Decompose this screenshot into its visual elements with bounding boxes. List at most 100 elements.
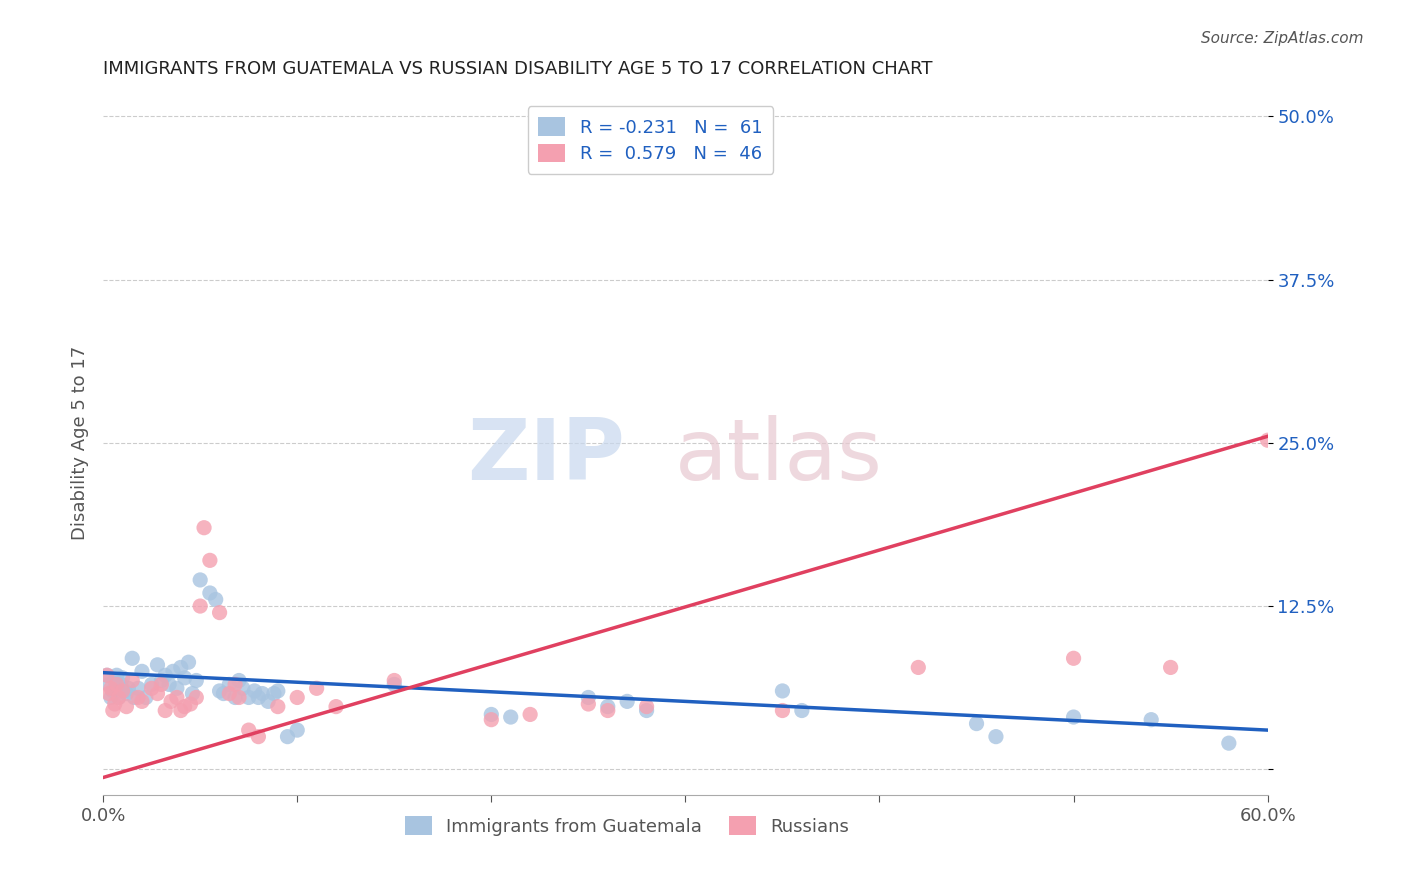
Point (576, 690, 599, 705)
Point (170, 660, 193, 674)
Point (966, 716, 988, 731)
Point (285, 690, 308, 705)
Point (105, 668, 128, 682)
Point (107, 690, 129, 705)
Point (135, 690, 157, 705)
Point (181, 687, 204, 701)
Point (121, 651, 143, 665)
Point (117, 681, 139, 696)
Point (160, 694, 183, 708)
Point (228, 690, 250, 705)
Point (263, 687, 285, 701)
Point (193, 521, 215, 535)
Point (232, 681, 254, 696)
Point (111, 684, 134, 698)
Point (907, 660, 929, 674)
Point (499, 710, 522, 724)
Point (212, 687, 235, 701)
Point (596, 699, 619, 714)
Point (104, 673, 127, 688)
Point (984, 730, 1007, 744)
Point (772, 704, 794, 718)
Point (224, 677, 246, 691)
Point (150, 673, 173, 688)
Point (107, 690, 129, 705)
Point (238, 690, 260, 705)
Legend: Immigrants from Guatemala, Russians: Immigrants from Guatemala, Russians (398, 809, 856, 843)
Point (150, 677, 173, 691)
Point (247, 730, 270, 744)
Point (155, 704, 177, 718)
Point (218, 677, 240, 691)
Point (479, 713, 502, 727)
Point (173, 671, 195, 685)
Point (238, 723, 260, 738)
Point (208, 606, 231, 620)
Text: ZIP: ZIP (467, 416, 624, 499)
Point (114, 684, 136, 698)
Point (173, 699, 195, 714)
Point (252, 687, 274, 701)
Point (101, 704, 124, 718)
Text: atlas: atlas (675, 416, 883, 499)
Point (305, 681, 328, 696)
Point (247, 690, 270, 705)
Point (188, 573, 211, 587)
Point (267, 684, 290, 698)
Point (382, 677, 405, 691)
Point (115, 687, 138, 701)
Point (146, 687, 169, 701)
Point (325, 699, 347, 714)
Point (204, 592, 226, 607)
Point (177, 655, 200, 669)
Point (127, 681, 149, 696)
Point (243, 684, 266, 698)
Point (382, 673, 405, 688)
Point (122, 690, 145, 705)
Point (1063, 651, 1085, 665)
Point (96, 668, 118, 682)
Point (127, 690, 149, 705)
Point (1063, 710, 1085, 724)
Point (228, 673, 250, 688)
Point (636, 704, 658, 718)
Point (97, 677, 120, 691)
Point (616, 694, 638, 708)
Point (1140, 713, 1163, 727)
Point (576, 697, 599, 711)
Point (100, 681, 122, 696)
Point (285, 723, 308, 738)
Text: Source: ZipAtlas.com: Source: ZipAtlas.com (1201, 31, 1364, 46)
Point (208, 684, 231, 698)
Point (218, 687, 240, 701)
Point (100, 690, 122, 705)
Point (188, 599, 211, 613)
Point (162, 665, 184, 679)
Point (101, 684, 124, 698)
Point (104, 697, 127, 711)
Point (97, 687, 120, 701)
Point (157, 677, 180, 691)
Point (170, 704, 193, 718)
Y-axis label: Disability Age 5 to 17: Disability Age 5 to 17 (72, 346, 89, 540)
Point (115, 699, 138, 714)
Point (166, 681, 188, 696)
Point (131, 665, 153, 679)
Point (198, 586, 221, 600)
Point (276, 730, 298, 744)
Point (186, 673, 208, 688)
Text: IMMIGRANTS FROM GUATEMALA VS RUSSIAN DISABILITY AGE 5 TO 17 CORRELATION CHART: IMMIGRANTS FROM GUATEMALA VS RUSSIAN DIS… (103, 60, 932, 78)
Point (257, 694, 280, 708)
Point (596, 704, 619, 718)
Point (198, 553, 221, 567)
Point (141, 681, 163, 696)
Point (121, 673, 143, 688)
Point (166, 690, 188, 705)
Point (141, 677, 163, 691)
Point (772, 684, 794, 698)
Point (267, 699, 290, 714)
Point (1257, 434, 1279, 448)
Point (479, 707, 502, 722)
Point (519, 707, 541, 722)
Point (111, 671, 134, 685)
